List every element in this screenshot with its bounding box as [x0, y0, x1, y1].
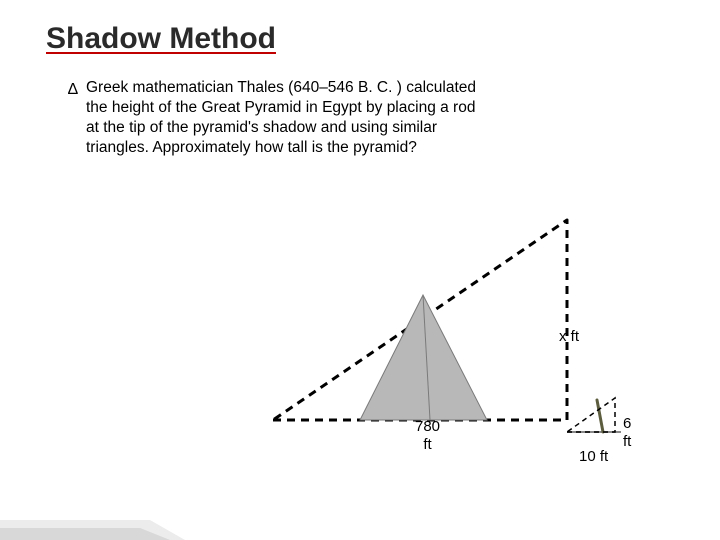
label-x-ft: x ft [559, 328, 579, 346]
label-10-ft: 10 ft [579, 448, 608, 466]
shadow-diagram: x ft 780ft 6 ft 10 ft [265, 200, 625, 480]
corner-accent [0, 490, 200, 540]
slide-title: Shadow Method [46, 22, 276, 56]
label-6-ft: 6 ft [623, 415, 631, 451]
label-780-ft: 780ft [415, 418, 440, 454]
bullet-marker: ∆ [68, 81, 78, 99]
body-paragraph: Greek mathematician Thales (640–546 B. C… [86, 78, 486, 159]
